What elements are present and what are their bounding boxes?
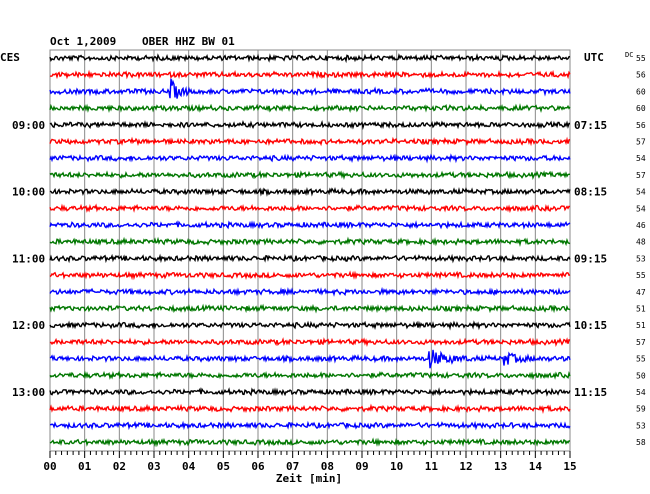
x-axis-title: Zeit [min] bbox=[276, 472, 342, 485]
trace-line bbox=[49, 170, 571, 181]
traces bbox=[49, 53, 571, 448]
trace-line bbox=[49, 387, 571, 397]
trace-line bbox=[49, 69, 571, 80]
dc-offset-label: 55 bbox=[636, 54, 646, 63]
x-tick-label: 11 bbox=[425, 460, 439, 473]
trace-line bbox=[49, 320, 571, 331]
x-tick-label: 08 bbox=[321, 460, 334, 473]
right-time-label: 11:15 bbox=[574, 386, 607, 399]
trace-line bbox=[49, 437, 570, 448]
left-zone-label: CES bbox=[0, 51, 20, 64]
x-tick-label: 05 bbox=[217, 460, 230, 473]
trace-line bbox=[49, 337, 571, 348]
trace-line bbox=[49, 153, 571, 164]
x-tick-label: 12 bbox=[459, 460, 472, 473]
right-time-label: 09:15 bbox=[574, 252, 607, 265]
trace-line bbox=[49, 286, 571, 297]
dc-offset-label: 60 bbox=[636, 87, 646, 96]
left-time-label: 11:00 bbox=[12, 252, 45, 265]
dc-offset-label: 56 bbox=[636, 71, 646, 80]
dc-offset-label: 57 bbox=[636, 338, 646, 347]
x-tick-label: 07 bbox=[286, 460, 299, 473]
left-time-label: 09:00 bbox=[12, 119, 45, 132]
left-time-label: 10:00 bbox=[12, 186, 45, 199]
dc-offset-label: 54 bbox=[636, 204, 646, 213]
date-label: Oct 1,2009 bbox=[50, 35, 116, 48]
dc-offset-label: 54 bbox=[636, 154, 646, 163]
dc-offset-label: 53 bbox=[636, 254, 646, 263]
trace-line bbox=[49, 136, 571, 147]
dc-offset-label: 55 bbox=[636, 271, 646, 280]
dc-offset-label: 60 bbox=[636, 104, 646, 113]
dc-offset-label: 54 bbox=[636, 188, 646, 197]
x-tick-label: 02 bbox=[113, 460, 126, 473]
right-zone-label: UTC bbox=[584, 51, 604, 64]
dc-offset-labels: 55 56 60 60 56 57 54 57 54 54 46 48 53 55 47 51 51 57 55 50… bbox=[636, 54, 646, 447]
left-time-label: 13:00 bbox=[12, 386, 45, 399]
station-label: OBER HHZ BW 01 bbox=[142, 35, 235, 48]
dc-offset-label: 56 bbox=[636, 121, 646, 130]
dc-offset-label: 57 bbox=[636, 138, 646, 147]
x-tick-label: 15 bbox=[563, 460, 576, 473]
x-tick-label: 04 bbox=[182, 460, 196, 473]
trace-line bbox=[49, 420, 571, 431]
trace-line bbox=[49, 119, 570, 130]
x-tick-label: 14 bbox=[529, 460, 543, 473]
trace-line bbox=[49, 270, 571, 281]
right-time-label: 07:15 bbox=[574, 119, 607, 132]
left-time-label: 12:00 bbox=[12, 319, 45, 332]
trace-line bbox=[49, 103, 571, 114]
dc-offset-label: 55 bbox=[636, 355, 646, 364]
dc-offset-label: 59 bbox=[636, 405, 646, 414]
dc-offset-label: 58 bbox=[636, 438, 646, 447]
dc-header-label: DC bbox=[625, 51, 633, 59]
trace-line bbox=[49, 78, 571, 99]
x-tick-label: 09 bbox=[355, 460, 368, 473]
dc-offset-label: 47 bbox=[636, 288, 646, 297]
trace-line bbox=[49, 253, 571, 264]
trace-line bbox=[49, 303, 571, 314]
trace-line bbox=[49, 186, 571, 197]
trace-line bbox=[49, 370, 571, 381]
dc-offset-label: 50 bbox=[636, 371, 646, 380]
x-tick-label: 03 bbox=[147, 460, 160, 473]
dc-offset-label: 57 bbox=[636, 171, 646, 180]
x-tick-label: 00 bbox=[43, 460, 56, 473]
right-time-label: 08:15 bbox=[574, 186, 607, 199]
dc-offset-label: 46 bbox=[636, 221, 646, 230]
dc-offset-label: 53 bbox=[636, 421, 646, 430]
x-tick-label: 13 bbox=[494, 460, 507, 473]
vertical-gridlines bbox=[49, 49, 571, 452]
dc-offset-label: 51 bbox=[636, 305, 646, 314]
trace-line bbox=[49, 236, 571, 247]
x-tick-label: 01 bbox=[78, 460, 92, 473]
trace-line bbox=[49, 403, 571, 414]
dc-offset-label: 48 bbox=[636, 238, 646, 247]
left-time-labels: 09:00 10:00 11:00 12:00 13:00 bbox=[12, 119, 45, 399]
x-tick-label: 10 bbox=[390, 460, 403, 473]
dc-offset-label: 51 bbox=[636, 321, 646, 330]
trace-line bbox=[49, 220, 571, 230]
trace-line bbox=[49, 349, 571, 369]
trace-line bbox=[49, 53, 571, 64]
x-axis: 00 01 02 03 04 05 06 07 08 09 10 11 12 13 14 15 bbox=[43, 451, 577, 473]
dc-offset-label: 54 bbox=[636, 388, 646, 397]
x-tick-label: 06 bbox=[251, 460, 265, 473]
trace-line bbox=[49, 203, 571, 214]
right-time-labels: 07:15 08:15 09:15 10:15 11:15 bbox=[574, 119, 607, 399]
right-time-label: 10:15 bbox=[574, 319, 607, 332]
